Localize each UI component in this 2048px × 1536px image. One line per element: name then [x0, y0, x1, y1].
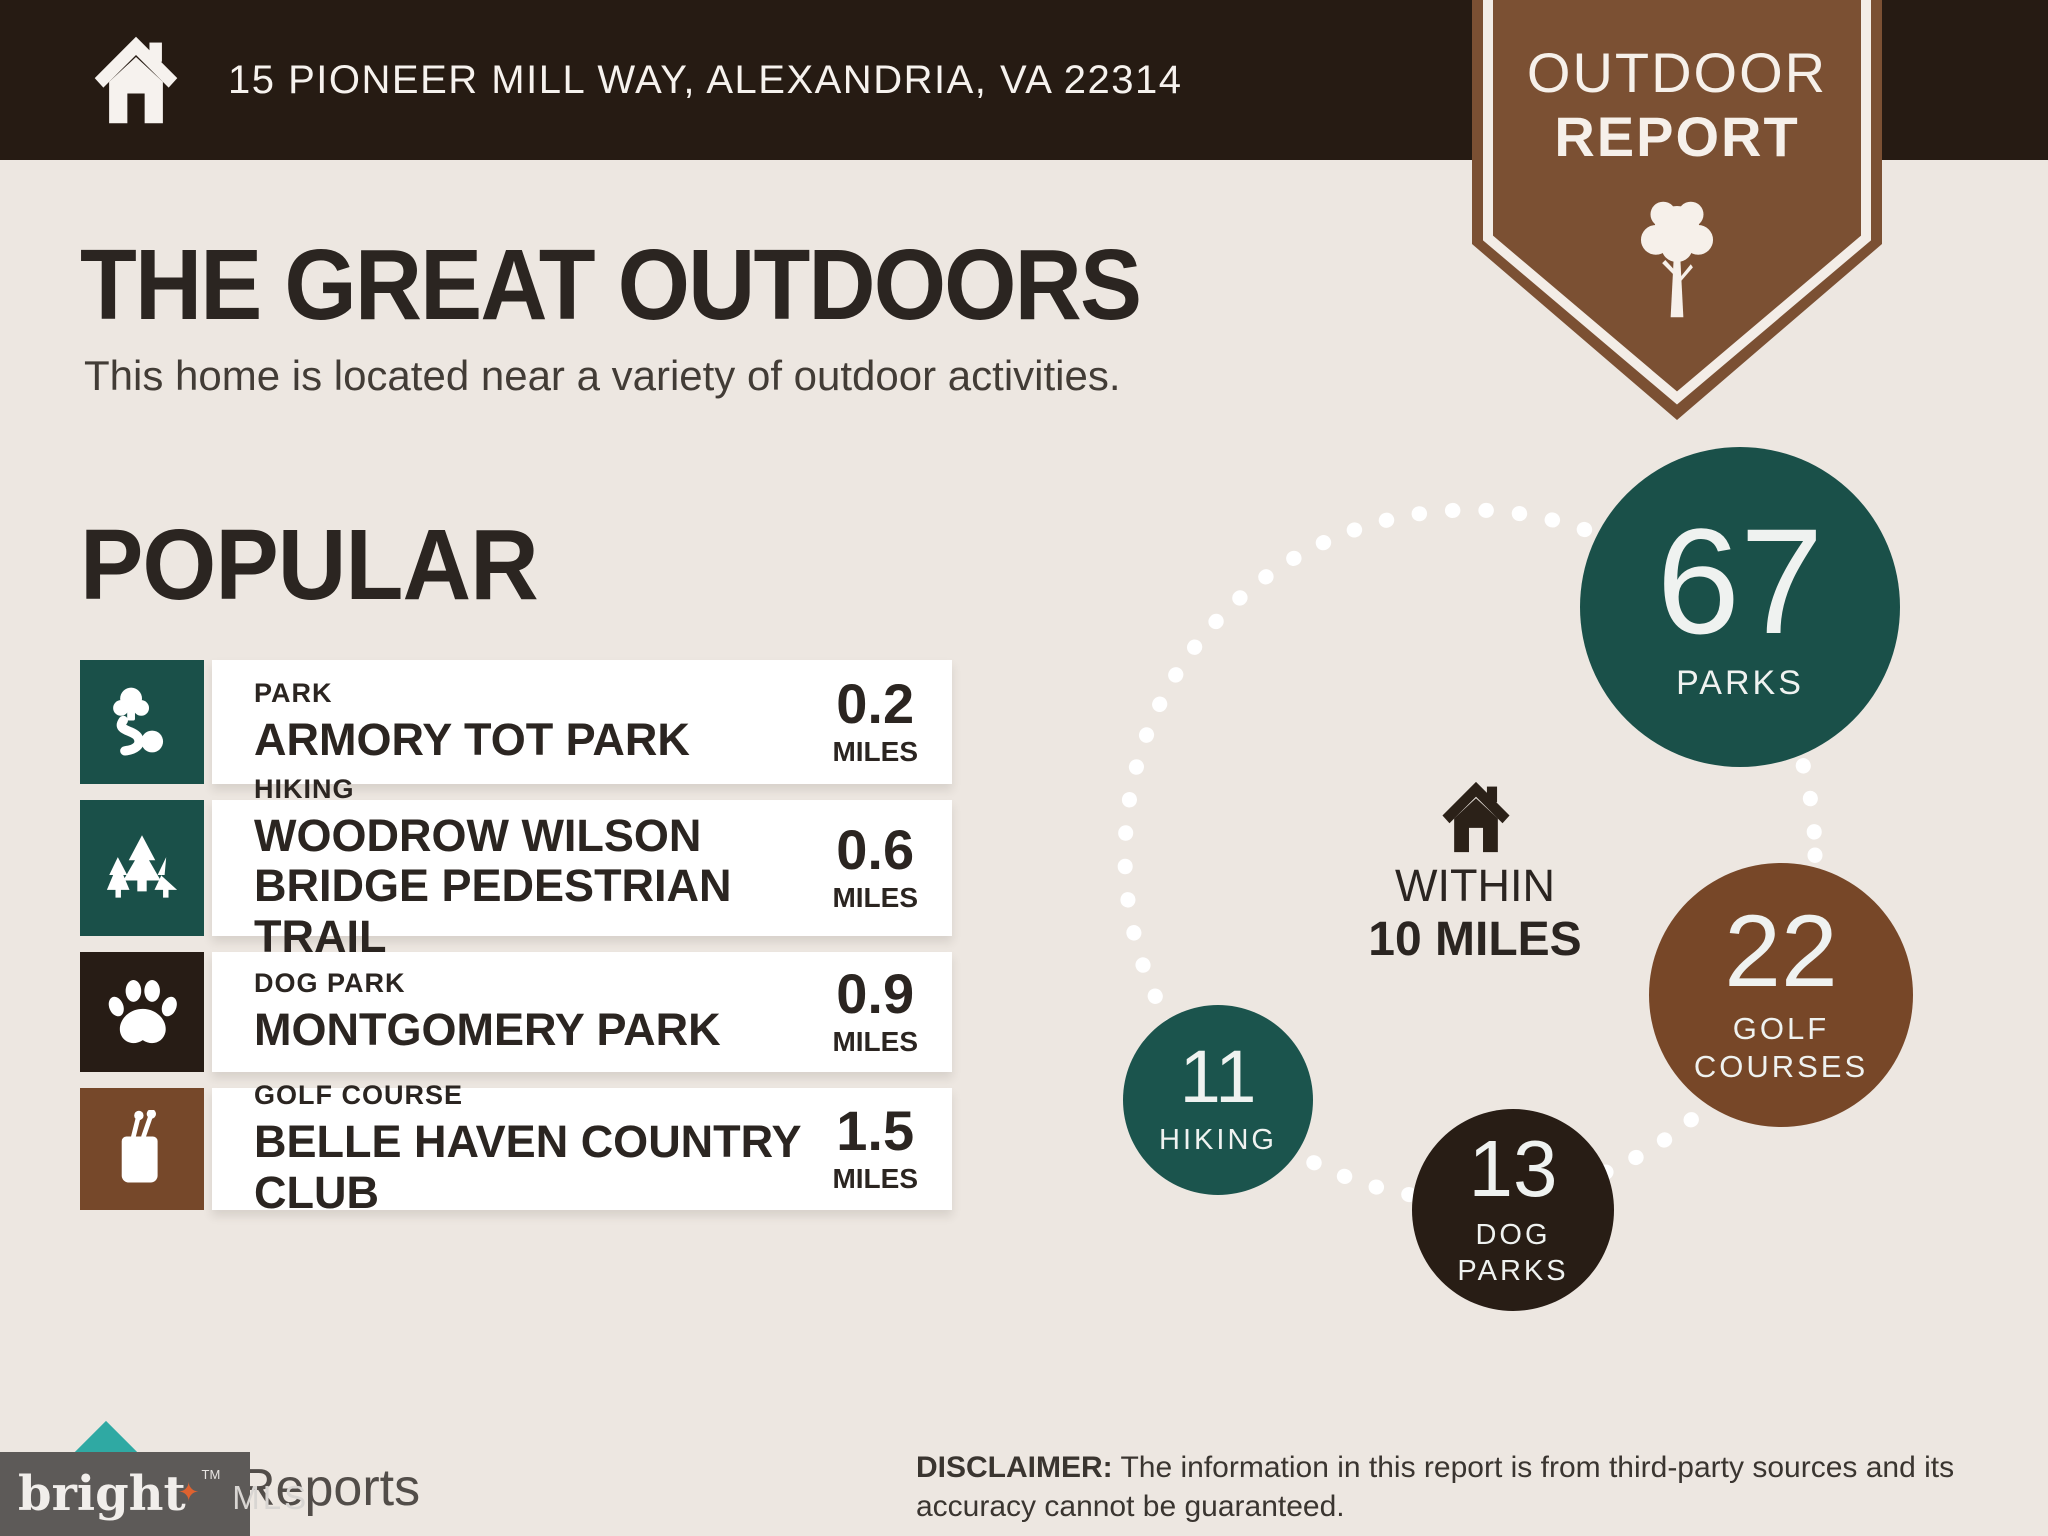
page-subtitle: This home is located near a variety of o…	[84, 352, 1121, 399]
category-label: HIKING	[254, 773, 355, 804]
hiking-icon-tile	[80, 800, 204, 936]
golf-label: GOLF COURSES	[1693, 1010, 1869, 1085]
golf-count: 22	[1724, 893, 1838, 1008]
list-item-dog-park: DOG PARK MONTGOMERY PARK 0.9 MILES	[80, 952, 952, 1072]
golf-bag-icon	[121, 1110, 158, 1183]
parks-label: PARKS	[1676, 664, 1804, 702]
parks-count: 67	[1656, 496, 1824, 665]
hiking-count: 11	[1179, 1034, 1257, 1118]
park-icon-tile	[80, 660, 204, 784]
radius-label-line2: 10 MILES	[1368, 913, 1582, 966]
bright-logo-word: bright	[18, 1466, 186, 1522]
page-title: THE GREAT OUTDOORS	[80, 229, 1142, 341]
distance-value: 1.5	[836, 1099, 915, 1162]
hiking-card: HIKING WOODROW WILSON BRIDGE PEDESTRIAN …	[212, 774, 952, 961]
place-name: MONTGOMERY PARK	[254, 1004, 721, 1056]
home-icon	[94, 36, 178, 124]
stat-parks: 67 PARKS	[1580, 447, 1900, 767]
place-name: ARMORY TOT PARK	[254, 714, 690, 766]
distance-unit: MILES	[832, 736, 918, 767]
distance-value: 0.9	[836, 962, 915, 1025]
stat-hiking: 11 HIKING	[1123, 1005, 1313, 1195]
park-icon	[113, 687, 164, 756]
list-item-park: PARK ARMORY TOT PARK 0.2 MILES	[80, 660, 952, 784]
disclaimer-label: DISCLAIMER:	[916, 1451, 1113, 1484]
outdoor-report-badge: OUTDOOR REPORT	[1472, 0, 1882, 470]
distance-value: 0.2	[836, 672, 915, 735]
pine-trees-icon	[106, 835, 178, 898]
disclaimer: DISCLAIMER: The information in this repo…	[916, 1448, 1996, 1526]
reports-logo-text: Reports	[238, 1459, 421, 1517]
radius-label-line1: WITHIN	[1395, 860, 1555, 911]
stat-golf-courses: 22 GOLF COURSES	[1649, 863, 1913, 1127]
property-address: 15 PIONEER MILL WAY, ALEXANDRIA, VA 2231…	[228, 57, 1183, 102]
disclaimer-text: The information in this report is from t…	[916, 1451, 1955, 1523]
list-item-hiking: HIKING WOODROW WILSON BRIDGE PEDESTRIAN …	[80, 774, 952, 961]
bright-mls-logo: bright ✦ TM MLS	[0, 1452, 306, 1536]
hiking-label: HIKING	[1159, 1124, 1277, 1157]
distance-unit: MILES	[832, 1026, 918, 1057]
golf-icon-tile	[80, 1088, 204, 1210]
category-label: PARK	[254, 678, 333, 709]
distance-value: 0.6	[836, 818, 915, 881]
category-label: DOG PARK	[254, 968, 406, 999]
golf-card: GOLF COURSE BELLE HAVEN COUNTRY CLUB 1.5…	[212, 1080, 952, 1217]
dog-parks-label: DOG PARKS	[1457, 1218, 1569, 1287]
bright-star-icon: ✦	[177, 1476, 200, 1507]
paw-icon	[108, 980, 177, 1044]
mls-logo-word: MLS	[232, 1479, 310, 1516]
list-item-golf: GOLF COURSE BELLE HAVEN COUNTRY CLUB 1.5…	[80, 1080, 952, 1217]
dog-parks-count: 13	[1468, 1123, 1558, 1213]
stat-dog-parks: 13 DOG PARKS	[1412, 1109, 1614, 1311]
tree-icon	[1640, 201, 1714, 318]
badge-title-line1: OUTDOOR	[1526, 41, 1828, 104]
park-card: PARK ARMORY TOT PARK 0.2 MILES	[212, 660, 952, 784]
place-name: BELLE HAVEN COUNTRY CLUB	[254, 1116, 801, 1218]
dog-park-card: DOG PARK MONTGOMERY PARK 0.9 MILES	[212, 952, 952, 1072]
home-location-icon	[1442, 781, 1510, 853]
popular-heading: POPULAR	[80, 509, 539, 621]
trademark-symbol: TM	[201, 1466, 221, 1482]
badge-title-line2: REPORT	[1554, 105, 1800, 168]
place-name: WOODROW WILSON BRIDGE PEDESTRIAN TRAIL	[254, 809, 732, 962]
category-label: GOLF COURSE	[254, 1080, 464, 1111]
dog-park-icon-tile	[80, 952, 204, 1072]
distance-unit: MILES	[832, 1163, 918, 1194]
distance-unit: MILES	[832, 882, 918, 913]
